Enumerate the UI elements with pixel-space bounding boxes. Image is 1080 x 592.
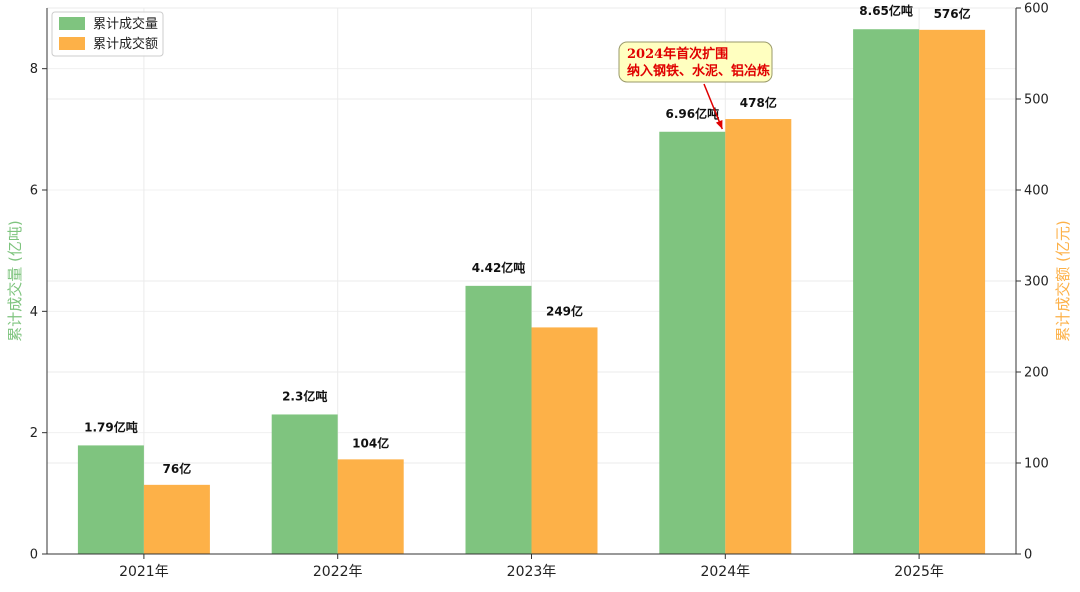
- data-label-volume: 6.96亿吨: [665, 106, 719, 121]
- y-tick-label-left: 2: [30, 426, 38, 441]
- bar-volume: [853, 29, 920, 554]
- y-tick-label-right: 200: [1024, 366, 1049, 381]
- bar-volume: [659, 131, 726, 554]
- data-label-volume: 2.3亿吨: [282, 388, 327, 403]
- data-label-amount: 76亿: [163, 461, 192, 476]
- y-tick-label-right: 100: [1024, 457, 1049, 472]
- y-tick-label-right: 0: [1024, 548, 1032, 563]
- y-tick-label-right: 600: [1024, 2, 1049, 17]
- y-tick-label-right: 300: [1024, 275, 1049, 290]
- bar-amount: [919, 29, 986, 554]
- x-tick-label: 2024年: [700, 564, 750, 580]
- annotation-line-2: 纳入钢铁、水泥、铝冶炼: [627, 63, 770, 79]
- legend-swatch-volume: [59, 17, 85, 30]
- bar-amount: [337, 459, 404, 554]
- data-label-volume: 4.42亿吨: [472, 260, 526, 275]
- data-label-amount: 576亿: [934, 6, 971, 21]
- legend-label-volume: 累计成交量: [93, 16, 158, 32]
- y-tick-label-right: 400: [1024, 184, 1049, 199]
- legend-label-amount: 累计成交额: [93, 36, 158, 52]
- bar-amount: [531, 327, 598, 554]
- y-tick-label-left: 6: [30, 184, 38, 199]
- x-tick-label: 2023年: [507, 564, 557, 580]
- data-label-amount: 249亿: [546, 303, 583, 318]
- x-tick-label: 2025年: [894, 564, 944, 580]
- y-axis-label-left: 累计成交量 (亿吨): [6, 220, 24, 341]
- legend-swatch-amount: [59, 37, 85, 50]
- y-tick-label-left: 4: [30, 305, 38, 320]
- bar-amount: [143, 484, 210, 554]
- data-label-volume: 1.79亿吨: [84, 419, 138, 434]
- annotation-line-1: 2024年首次扩围: [627, 46, 728, 62]
- y-axis-label-right: 累计成交额 (亿元): [1054, 220, 1072, 341]
- data-label-amount: 104亿: [352, 435, 389, 450]
- annotation-box: [618, 41, 773, 83]
- bar-volume: [77, 445, 144, 554]
- annotation-arrow-head: [715, 120, 723, 130]
- data-label-volume: 8.65亿吨: [859, 3, 913, 18]
- y-tick-label-left: 0: [30, 548, 38, 563]
- x-tick-label: 2022年: [313, 564, 363, 580]
- bar-amount: [725, 119, 792, 555]
- bar-volume: [465, 285, 532, 554]
- bar-volume: [271, 414, 338, 554]
- x-tick-label: 2021年: [119, 564, 169, 580]
- data-label-amount: 478亿: [740, 95, 777, 110]
- y-tick-label-right: 500: [1024, 93, 1049, 108]
- y-tick-label-left: 8: [30, 62, 38, 77]
